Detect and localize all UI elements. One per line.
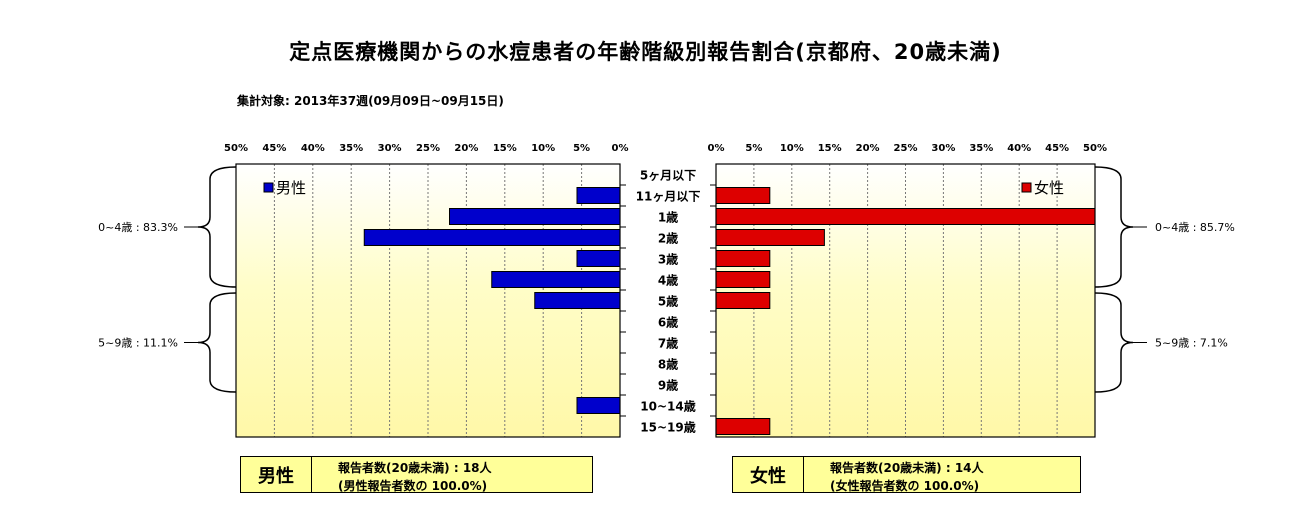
male-tick-label: 45% [262, 143, 286, 154]
female-bar [715, 418, 771, 435]
female-tick-label: 10% [780, 143, 804, 154]
chart-title: 定点医療機関からの水痘患者の年齢階級別報告割合(京都府、20歳未満) [289, 40, 1002, 64]
female-legend-label: 女性 [1034, 179, 1064, 197]
female-bar [715, 208, 1096, 225]
female-bar [715, 187, 771, 204]
female-tick-label: 25% [894, 143, 918, 154]
female-tick-label: 15% [818, 143, 842, 154]
male-tick-label: 40% [301, 143, 325, 154]
male-bar [534, 292, 621, 309]
category-label: 11ヶ月以下 [636, 190, 701, 204]
female-summary-share: (女性報告者数の 100.0%) [830, 479, 980, 493]
male-tick-label: 20% [454, 143, 478, 154]
female-summary-sex: 女性 [733, 457, 804, 492]
female-bar [715, 250, 771, 267]
male-legend-label: 男性 [276, 179, 306, 197]
male-tick-label: 25% [416, 143, 440, 154]
female-tick-label: 0% [708, 143, 725, 154]
category-label: 4歳 [658, 273, 678, 288]
category-label: 2歳 [658, 231, 678, 246]
female-summary-box: 女性 報告者数(20歳未満) : 14人 (女性報告者数の 100.0%) [732, 456, 1081, 493]
male-bar [449, 208, 621, 225]
male-summary-sex: 男性 [241, 457, 312, 492]
female-tick-label: 30% [931, 143, 955, 154]
male-bar [363, 229, 621, 246]
male-summary-box: 男性 報告者数(20歳未満) : 18人 (男性報告者数の 100.0%) [240, 456, 593, 493]
female-plot-frame [715, 163, 1096, 438]
male-tick-label: 15% [493, 143, 517, 154]
category-label: 5歳 [658, 294, 678, 309]
male-summary-count: 報告者数(20歳未満) : 18人 [338, 461, 492, 475]
male-bar [491, 271, 621, 288]
male-bar [576, 187, 621, 204]
chart-subtitle: 集計対象: 2013年37週(09月09日~09月15日) [237, 94, 504, 108]
female-tick-label: 5% [745, 143, 762, 154]
female-tick-label: 20% [856, 143, 880, 154]
category-label: 7歳 [658, 336, 678, 351]
female-tick-label: 50% [1083, 143, 1107, 154]
male-tick-label: 30% [378, 143, 402, 154]
male-tick-label: 5% [573, 143, 590, 154]
male-tick-label: 35% [339, 143, 363, 154]
male-bar [576, 250, 621, 267]
male-tick-label: 50% [224, 143, 248, 154]
female-age-group-brace [1094, 292, 1134, 393]
male-age-group-label: 0~4歳 : 83.3% [98, 221, 178, 234]
category-label: 6歳 [658, 315, 678, 330]
male-legend-swatch [263, 182, 274, 193]
female-bar [715, 229, 825, 246]
female-bar [715, 271, 771, 288]
male-age-group-brace [197, 292, 237, 393]
female-age-group-label: 5~9歳 : 7.1% [1155, 337, 1228, 350]
category-label: 3歳 [658, 252, 678, 267]
female-tick-label: 35% [969, 143, 993, 154]
male-summary-share: (男性報告者数の 100.0%) [338, 479, 488, 493]
male-bar [576, 397, 621, 414]
female-age-group-label: 0~4歳 : 85.7% [1155, 221, 1235, 234]
male-tick-label: 10% [531, 143, 555, 154]
male-tick-label: 0% [612, 143, 629, 154]
category-label: 9歳 [658, 378, 678, 393]
male-age-group-label: 5~9歳 : 11.1% [98, 337, 178, 350]
category-label: 5ヶ月以下 [640, 169, 696, 183]
female-tick-label: 40% [1007, 143, 1031, 154]
female-summary-count: 報告者数(20歳未満) : 14人 [830, 461, 984, 475]
female-bar [715, 292, 771, 309]
female-age-group-brace [1094, 166, 1134, 288]
male-age-group-brace [197, 166, 237, 288]
category-label: 1歳 [658, 210, 678, 225]
female-legend-swatch [1021, 182, 1032, 193]
category-label: 15~19歳 [640, 420, 695, 435]
male-plot-frame [235, 163, 621, 438]
category-label: 10~14歳 [640, 399, 695, 414]
female-tick-label: 45% [1045, 143, 1069, 154]
category-label: 8歳 [658, 357, 678, 372]
